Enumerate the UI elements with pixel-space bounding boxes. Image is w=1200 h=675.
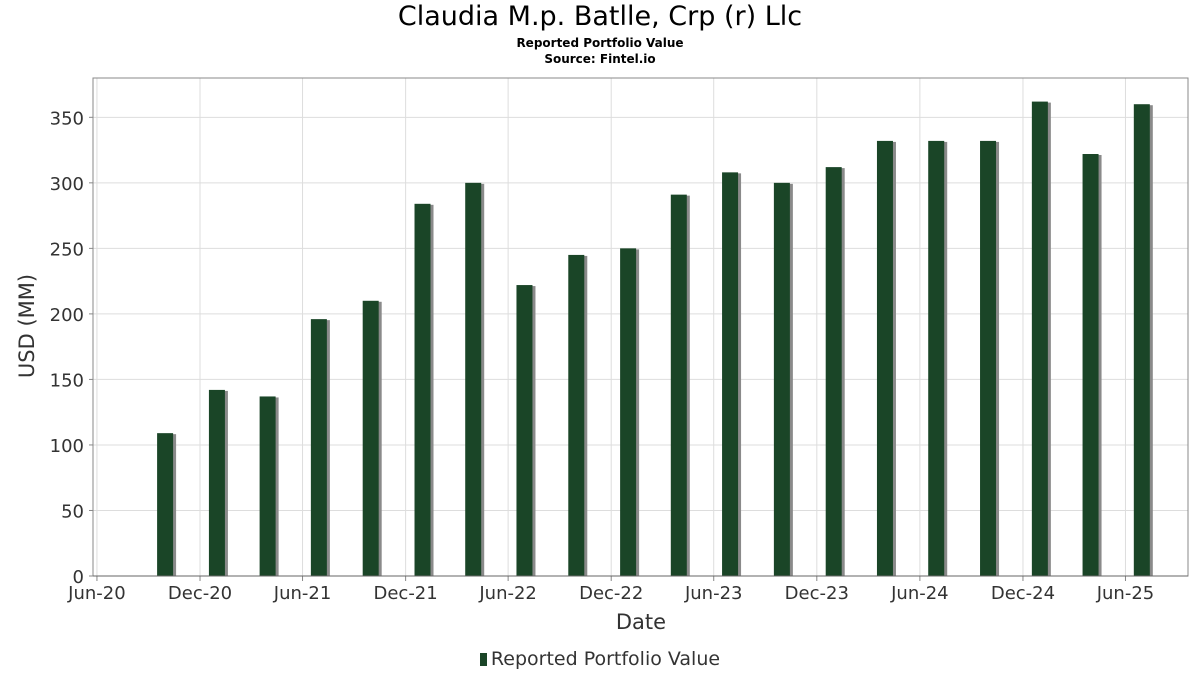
bar (1031, 101, 1048, 576)
bar (259, 396, 276, 576)
bar (876, 140, 893, 576)
x-tick-label: Jun-24 (890, 583, 949, 604)
x-tick-label: Dec-23 (785, 583, 849, 604)
legend-swatch (479, 653, 487, 666)
y-tick-label: 150 (50, 370, 84, 391)
chart-title: Claudia M.p. Batlle, Crp (r) Llc (397, 1, 803, 32)
bar (310, 319, 327, 576)
x-tick-label: Dec-20 (168, 583, 232, 604)
y-tick-label: 300 (50, 174, 84, 195)
bar (1133, 104, 1150, 577)
legend: Reported Portfolio Value (0, 648, 1200, 670)
y-tick-label: 350 (50, 108, 84, 129)
x-tick-label: Jun-22 (478, 583, 537, 604)
y-tick-label: 50 (61, 501, 84, 522)
bar (208, 389, 225, 576)
y-tick-label: 100 (50, 436, 84, 457)
x-tick-label: Jun-21 (273, 583, 332, 604)
bar (157, 433, 174, 576)
x-tick-label: Jun-20 (67, 583, 126, 604)
chart-subtitle: Reported Portfolio Value (516, 36, 684, 50)
grid-layer (93, 78, 1188, 577)
plot-frame (92, 77, 1189, 577)
x-tick-label: Jun-25 (1096, 583, 1155, 604)
y-axis-title: USD (MM) (15, 274, 39, 378)
chart-source: Source: Fintel.io (544, 52, 656, 66)
bar (620, 248, 637, 577)
legend-label: Reported Portfolio Value (490, 648, 721, 670)
bar (362, 300, 379, 576)
x-tick-label: Dec-24 (991, 583, 1055, 604)
bar (670, 194, 687, 576)
bar (568, 254, 585, 576)
bar (773, 182, 790, 576)
bar (825, 167, 842, 576)
x-tick-label: Jun-23 (684, 583, 743, 604)
bar (414, 203, 431, 576)
bar (722, 172, 739, 576)
x-tick-label: Dec-22 (579, 583, 643, 604)
axis-layer: 0 50 100 150 200 250 300 350 Jun-20 Dec-20 Jun-21 D… (50, 108, 1188, 604)
bar (1082, 154, 1099, 576)
x-axis-title: Date (616, 610, 666, 634)
y-tick-label: 200 (50, 305, 84, 326)
bar-layer (157, 101, 1153, 577)
bar (465, 182, 482, 576)
y-tick-label: 250 (50, 239, 84, 260)
bar (516, 285, 533, 576)
y-tick-label: 0 (73, 567, 84, 588)
bar-chart: 0 50 100 150 200 250 300 350 Jun-20 Dec-20 Jun-21 D… (15, 77, 1189, 634)
bar (980, 140, 997, 576)
x-tick-label: Dec-21 (373, 583, 437, 604)
bar (928, 140, 945, 576)
